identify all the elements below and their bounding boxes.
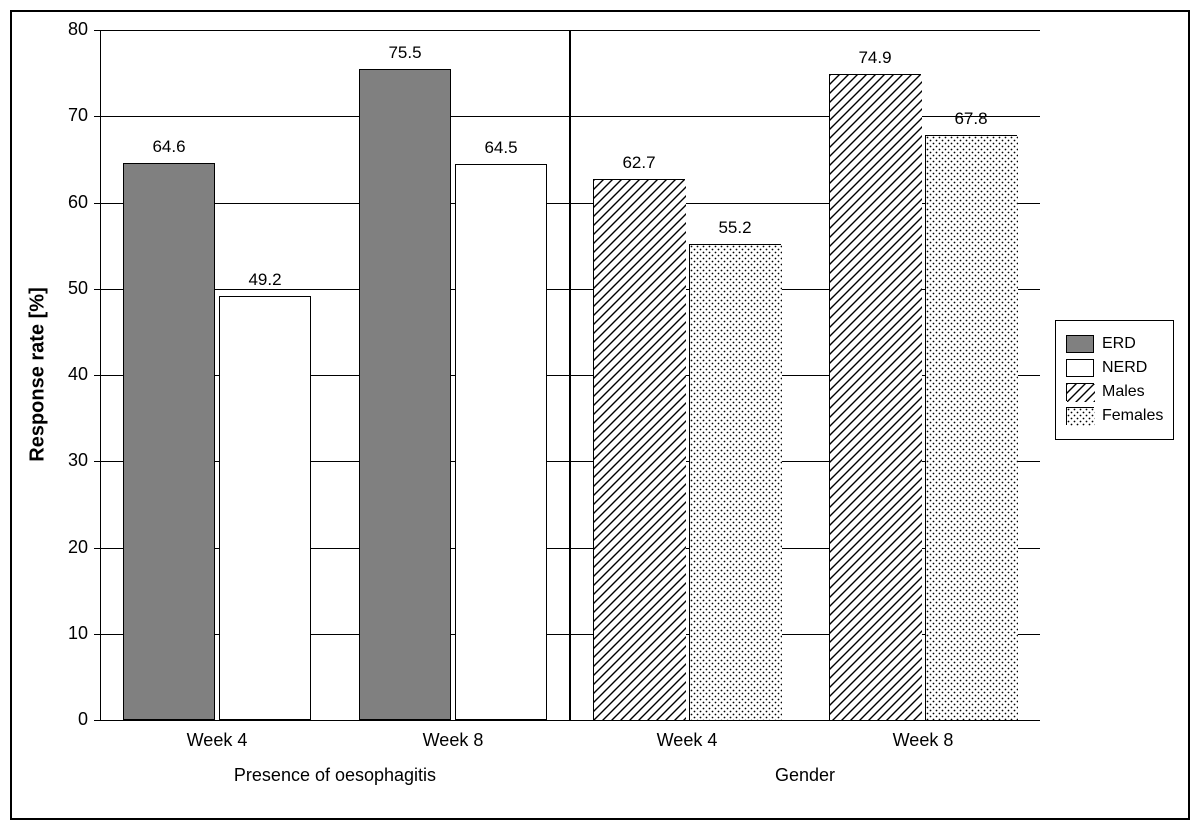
legend-label: ERD — [1102, 335, 1136, 353]
bar — [689, 244, 781, 720]
legend: ERD NERD Males Females — [1055, 320, 1174, 440]
x-group-label: Week 4 — [593, 730, 781, 751]
bar-value-label: 74.9 — [819, 48, 931, 68]
bar-value-label: 64.5 — [445, 138, 557, 158]
legend-item: Females — [1066, 407, 1163, 425]
bar-value-label: 62.7 — [583, 153, 695, 173]
x-group-label: Week 4 — [123, 730, 311, 751]
bar — [455, 164, 547, 720]
legend-swatch — [1066, 383, 1094, 401]
legend-swatch — [1066, 335, 1094, 353]
legend-swatch — [1066, 359, 1094, 377]
legend-label: NERD — [1102, 359, 1147, 377]
legend-label: Females — [1102, 407, 1163, 425]
y-tick-label: 20 — [48, 537, 88, 558]
y-tick-label: 0 — [48, 709, 88, 730]
y-tick-label: 60 — [48, 192, 88, 213]
bar-value-label: 67.8 — [915, 109, 1027, 129]
y-tick-label: 40 — [48, 364, 88, 385]
bar-value-label: 55.2 — [679, 218, 791, 238]
bar — [219, 296, 311, 720]
axis-line — [100, 720, 1040, 721]
y-tick-label: 50 — [48, 278, 88, 299]
legend-item: ERD — [1066, 335, 1163, 353]
bar — [829, 74, 921, 720]
legend-item: NERD — [1066, 359, 1163, 377]
x-group-label: Week 8 — [829, 730, 1017, 751]
bar — [359, 69, 451, 720]
bar-value-label: 75.5 — [349, 43, 461, 63]
x-category-label: Presence of oesophagitis — [100, 765, 570, 786]
bar — [123, 163, 215, 720]
bar — [593, 179, 685, 720]
legend-label: Males — [1102, 383, 1145, 401]
legend-item: Males — [1066, 383, 1163, 401]
chart-container: Response rate [%] ERD NERD Males Females 0 1… — [0, 0, 1200, 833]
y-axis-title: Response rate [%] — [27, 245, 50, 505]
axis-line — [100, 30, 101, 720]
y-tick-label: 30 — [48, 450, 88, 471]
panel-divider — [569, 30, 571, 720]
bar-value-label: 49.2 — [209, 270, 321, 290]
bar-value-label: 64.6 — [113, 137, 225, 157]
x-group-label: Week 8 — [359, 730, 547, 751]
bar — [925, 135, 1017, 720]
y-tick-label: 70 — [48, 105, 88, 126]
y-tick-label: 10 — [48, 623, 88, 644]
y-tick-label: 80 — [48, 19, 88, 40]
x-category-label: Gender — [570, 765, 1040, 786]
legend-swatch — [1066, 407, 1094, 425]
